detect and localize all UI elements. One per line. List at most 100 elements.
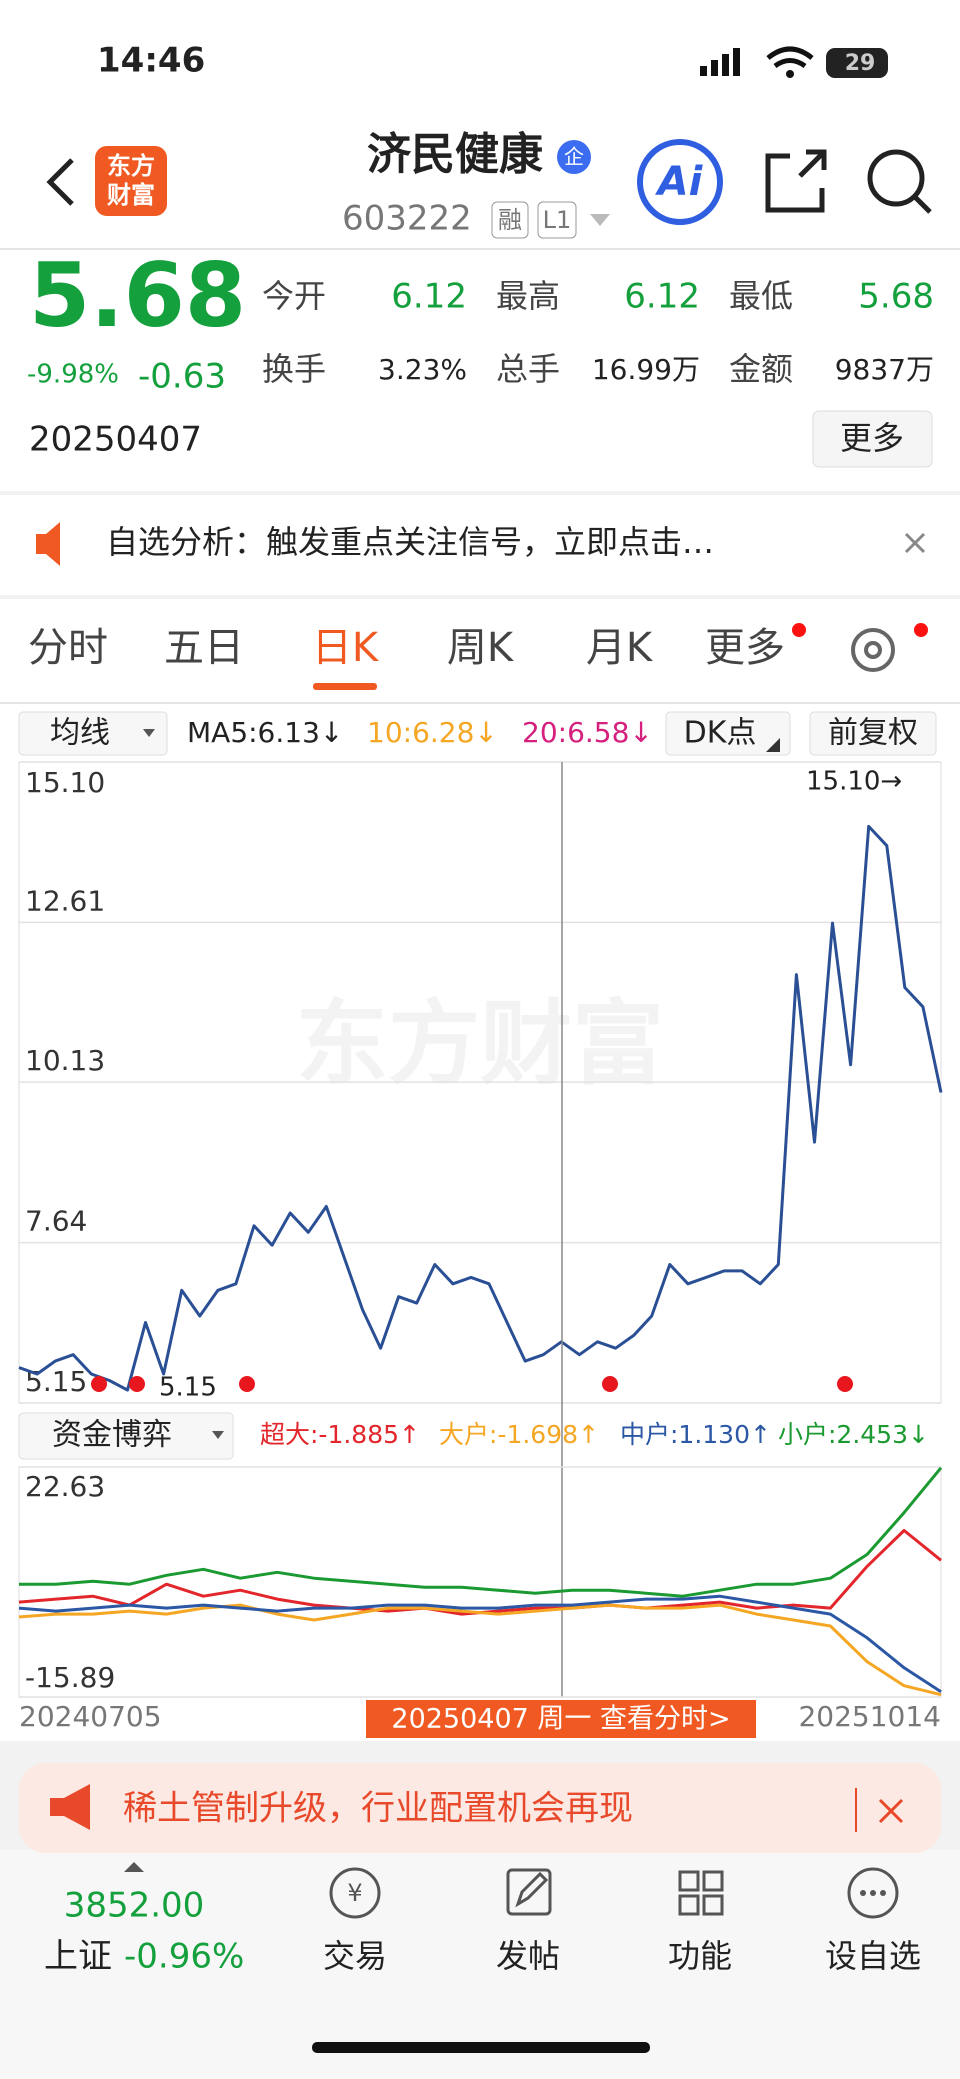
dropdown: [143, 729, 155, 737]
series-line: [18, 1529, 942, 1616]
share[interactable]: [765, 149, 827, 213]
tab[interactable]: 月K: [586, 625, 654, 671]
nav-icons: [329, 1867, 899, 1919]
y-tick-label: -15.89: [25, 1661, 115, 1694]
x-label: 20251014: [798, 1700, 941, 1733]
close[interactable]: [904, 532, 926, 554]
nav-item[interactable]: 发帖: [496, 1937, 560, 1975]
change-pct: -9.98%: [27, 360, 119, 390]
back[interactable]: [46, 158, 74, 206]
y-tick-label: 7.64: [25, 1205, 87, 1238]
field-value: 3.23%: [378, 353, 467, 386]
watermark: 东方财富: [296, 990, 664, 1097]
ma20: 20:6.58↓: [522, 716, 653, 749]
up: [124, 1862, 144, 1872]
series-line: [18, 1603, 942, 1697]
max-label: 15.10→: [806, 767, 902, 797]
selector[interactable]: [18, 711, 168, 756]
speaker: [36, 522, 60, 566]
field-label: 金额: [729, 350, 793, 388]
series-line: [19, 1466, 943, 1598]
tab[interactable]: 周K: [447, 625, 515, 671]
tab[interactable]: 日K: [312, 625, 380, 671]
field-value: 16.99万: [592, 353, 700, 386]
sub-selector[interactable]: [18, 1412, 234, 1460]
cursor-box[interactable]: [366, 1700, 756, 1738]
nav-item[interactable]: 设自选: [825, 1937, 921, 1975]
corner: [766, 738, 780, 752]
dk-text: DK点: [684, 716, 757, 751]
logo-text: 财富: [107, 181, 155, 209]
yen: ¥: [347, 1879, 362, 1907]
wifi: [766, 46, 814, 69]
home-indicator: [312, 2042, 650, 2053]
legend-entry: 超大:-1.885↑: [260, 1420, 420, 1449]
field-label: 换手: [262, 350, 326, 388]
field-value: 5.68: [858, 277, 934, 317]
index-change: -0.96%: [124, 1937, 244, 1977]
field-value: 9837万: [835, 353, 934, 386]
horn: [50, 1784, 90, 1830]
tab[interactable]: 分时: [28, 625, 108, 671]
price: 5.68: [29, 244, 246, 347]
search: [913, 195, 932, 214]
index-name: 上证: [44, 1937, 112, 1977]
adjust-button[interactable]: [809, 711, 937, 756]
bottom-nav: [0, 1850, 960, 2079]
dropdown: [212, 1431, 224, 1439]
index-value: 3852.00: [64, 1886, 205, 1926]
y-tick-label: 22.63: [25, 1470, 105, 1503]
tag: [537, 201, 577, 239]
settings: [864, 641, 882, 659]
dot: [792, 623, 806, 637]
search[interactable]: [867, 149, 925, 207]
logo-text: 东方: [107, 152, 155, 180]
field-label: 今开: [262, 277, 326, 315]
cursor-label: 20250407 周一 查看分时>: [391, 1704, 730, 1735]
change: -0.63: [138, 357, 226, 397]
y-tick-label: 12.61: [25, 884, 105, 917]
selector-text: 均线: [50, 716, 110, 751]
signal: [700, 48, 740, 76]
field-value: 6.12: [391, 277, 467, 317]
ad-close[interactable]: [878, 1798, 904, 1824]
ad-banner[interactable]: [19, 1763, 941, 1853]
tab[interactable]: 更多: [705, 625, 785, 671]
field-value: 6.12: [624, 277, 700, 317]
legend-entry: 中户:1.130↑: [620, 1420, 771, 1449]
time: 14:46: [97, 41, 205, 81]
stock-name: 济民健康: [367, 129, 543, 180]
settings[interactable]: [851, 628, 895, 672]
sep: [0, 595, 960, 599]
nav-item[interactable]: 交易: [323, 1937, 387, 1975]
sub-title: 资金博弈: [52, 1418, 172, 1453]
tag-text: L1: [543, 206, 572, 234]
dropdown: [590, 214, 610, 226]
notice[interactable]: 自选分析：触发重点关注信号，立即点击…: [106, 523, 714, 561]
ma5: MA5:6.13↓: [187, 716, 343, 749]
dots: [860, 1890, 886, 1896]
field-label: 总手: [496, 350, 560, 388]
series-line: [18, 824, 943, 1392]
dk-button[interactable]: [665, 711, 791, 756]
y-tick-label: 15.10: [25, 766, 105, 799]
signal-dots: [91, 1376, 853, 1392]
badge-text: 企: [564, 145, 584, 169]
ai-button[interactable]: [637, 139, 723, 225]
logo: [95, 146, 167, 216]
adjust-text: 前复权: [828, 716, 918, 751]
more-button[interactable]: [812, 410, 933, 468]
wifi: [786, 70, 794, 78]
series-line: [18, 1594, 942, 1693]
min-label: 5.15: [159, 1373, 217, 1403]
tag-text: 融: [498, 206, 522, 234]
battery-level: 29: [845, 51, 876, 76]
nav-item[interactable]: 功能: [668, 1937, 732, 1975]
date: 20250407: [29, 420, 202, 460]
sep: [0, 491, 960, 495]
legend-entry: 大户:-1.698↑: [439, 1420, 599, 1449]
tab[interactable]: 五日: [164, 625, 244, 671]
ai-text: Ai: [655, 159, 704, 205]
stock-code: 603222: [342, 199, 472, 239]
